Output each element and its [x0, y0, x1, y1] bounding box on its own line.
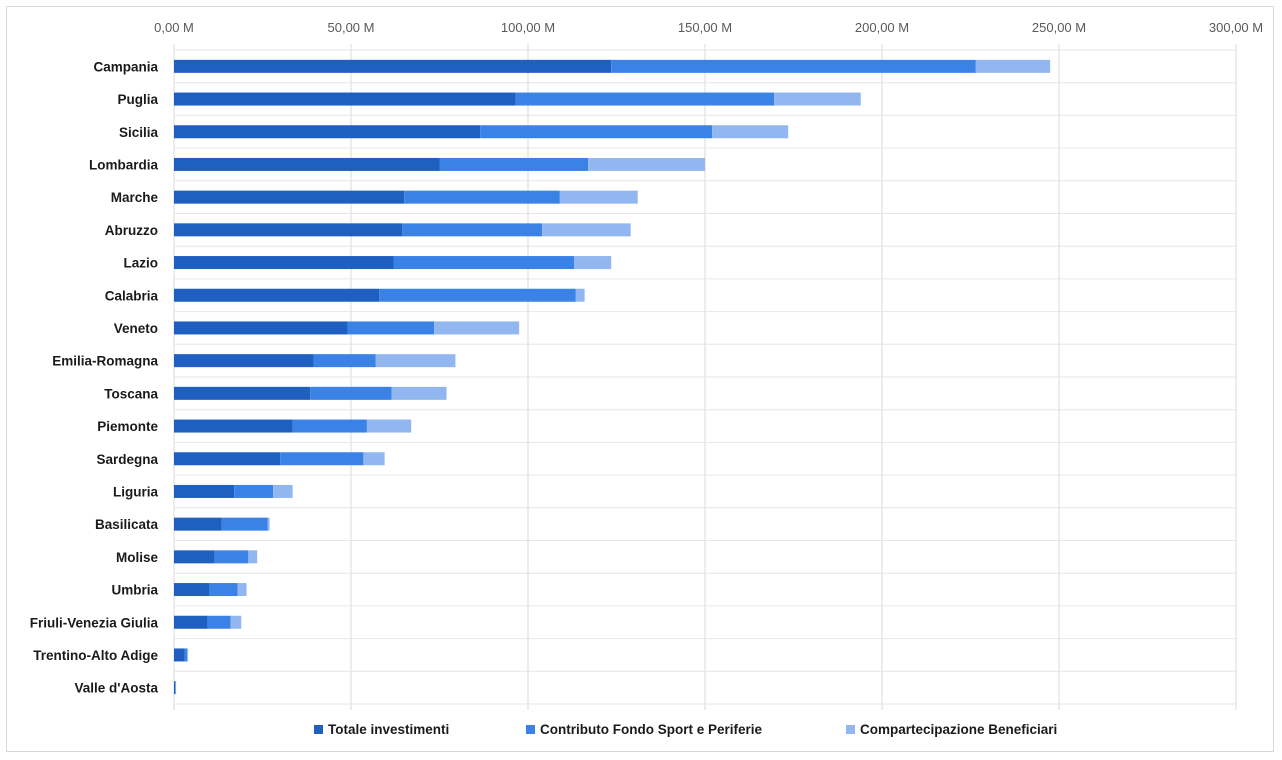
bar-segment	[375, 354, 456, 368]
bar-segment	[515, 92, 775, 106]
bar-segment	[712, 125, 789, 139]
bar-segment	[267, 517, 270, 531]
bar-segment	[393, 256, 575, 270]
bar-segment	[174, 550, 215, 564]
bar-segment	[542, 223, 631, 237]
bar-segment	[174, 452, 281, 466]
bar-segment	[174, 92, 516, 106]
category-label: Umbria	[111, 583, 158, 598]
bar-segment	[174, 256, 394, 270]
bar-segment	[310, 386, 392, 400]
category-label: Campania	[93, 59, 158, 74]
bar-segment	[214, 550, 249, 564]
legend-swatch	[846, 725, 855, 734]
category-label: Veneto	[114, 321, 158, 336]
category-label: Piemonte	[97, 419, 158, 434]
category-label: Valle d'Aosta	[75, 681, 159, 696]
bar-segment	[611, 59, 976, 73]
category-label: Lombardia	[89, 157, 159, 172]
category-label: Toscana	[104, 386, 158, 401]
bar-segment	[975, 59, 1051, 73]
legend-label: Contributo Fondo Sport e Periferie	[540, 722, 762, 737]
legend-swatch	[314, 725, 323, 734]
grid-lines	[173, 44, 1237, 710]
x-tick-label: 150,00 M	[678, 20, 732, 35]
bar-segment	[174, 615, 208, 629]
bar-segment	[404, 190, 560, 204]
x-tick-label: 300,00 M	[1209, 20, 1263, 35]
legend: Totale investimenti Contributo Fondo Spor…	[314, 722, 1057, 737]
bar-segment	[174, 288, 380, 302]
bar-segment	[248, 550, 258, 564]
bar-segment	[174, 648, 185, 662]
bar-segment	[439, 157, 589, 171]
category-label: Marche	[111, 190, 159, 205]
bar-segment	[174, 354, 314, 368]
bar-segment	[774, 92, 861, 106]
bar-segment	[230, 615, 242, 629]
bar-segment	[273, 484, 293, 498]
category-label: Liguria	[113, 484, 158, 499]
bar-segment	[434, 321, 520, 335]
bars	[174, 59, 1051, 695]
bar-segment	[174, 386, 311, 400]
bar-segment	[174, 583, 210, 597]
bar-segment	[559, 190, 638, 204]
bar-segment	[221, 517, 268, 531]
category-label: Molise	[116, 550, 159, 565]
x-tick-label: 250,00 M	[1032, 20, 1086, 35]
category-label: Abruzzo	[105, 223, 158, 238]
bar-segment	[234, 484, 274, 498]
bar-segment	[402, 223, 543, 237]
bar-segment	[174, 190, 405, 204]
bar-segment	[480, 125, 713, 139]
x-tick-label: 50,00 M	[328, 20, 375, 35]
bar-segment	[174, 157, 440, 171]
bar-segment	[280, 452, 364, 466]
bar-segment	[313, 354, 376, 368]
bar-segment	[363, 452, 385, 466]
category-label: Sicilia	[119, 125, 159, 140]
legend-swatch	[526, 725, 535, 734]
category-label: Emilia-Romagna	[52, 354, 158, 369]
bar-segment	[574, 256, 612, 270]
bar-segment	[207, 615, 231, 629]
bar-segment	[209, 583, 238, 597]
bar-segment	[175, 681, 176, 695]
x-tick-label: 0,00 M	[154, 20, 194, 35]
bar-segment	[187, 648, 189, 662]
bar-segment	[174, 419, 293, 433]
category-label: Puglia	[117, 92, 158, 107]
bar-segment	[174, 321, 348, 335]
x-tick-label: 100,00 M	[501, 20, 555, 35]
category-label: Calabria	[105, 288, 159, 303]
bar-segment	[391, 386, 447, 400]
bar-segment	[347, 321, 435, 335]
category-label: Lazio	[123, 256, 158, 271]
bar-segment	[292, 419, 367, 433]
category-label: Sardegna	[96, 452, 158, 467]
bar-segment	[174, 223, 403, 237]
legend-label: Totale investimenti	[328, 722, 449, 737]
x-tick-label: 200,00 M	[855, 20, 909, 35]
bar-segment	[237, 583, 247, 597]
bar-segment	[174, 59, 612, 73]
category-labels: Campania Puglia Sicilia Lombardia Marche Abru…	[30, 59, 159, 695]
bar-segment	[366, 419, 412, 433]
bar-segment	[575, 288, 585, 302]
bar-segment	[184, 648, 188, 662]
category-label: Friuli-Venezia Giulia	[30, 615, 159, 630]
category-label: Trentino-Alto Adige	[33, 648, 158, 663]
category-label: Basilicata	[95, 517, 159, 532]
bar-segment	[588, 157, 705, 171]
bar-segment	[174, 125, 481, 139]
bar-segment	[379, 288, 576, 302]
bar-segment	[174, 681, 176, 695]
legend-label: Compartecipazione Beneficiari	[860, 722, 1057, 737]
bar-segment	[174, 517, 222, 531]
bar-segment	[174, 484, 235, 498]
x-axis-tick-labels: 0,00 M 50,00 M 100,00 M 150,00 M 200,00 M 250…	[154, 20, 1263, 35]
